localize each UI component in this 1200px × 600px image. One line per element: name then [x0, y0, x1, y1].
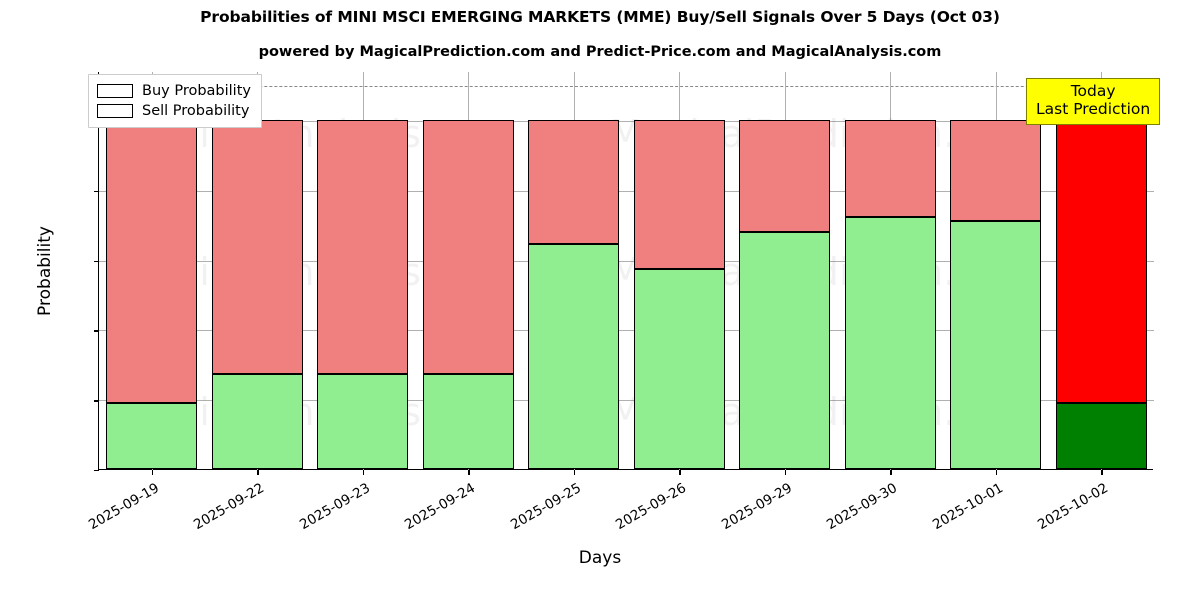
today-annotation: Today Last Prediction: [1026, 78, 1161, 125]
bar-segment-buy[interactable]: [633, 268, 725, 469]
bar-group[interactable]: [317, 71, 409, 469]
bar-segment-buy[interactable]: [317, 373, 409, 469]
bar-segment-buy[interactable]: [106, 403, 198, 469]
bar-segment-sell[interactable]: [844, 119, 936, 217]
bar-segment-sell[interactable]: [422, 119, 514, 374]
legend-item-buy[interactable]: Buy Probability: [97, 81, 251, 101]
bar-group-today[interactable]: [1055, 71, 1147, 469]
bar-segment-buy[interactable]: [844, 216, 936, 469]
x-tick-mark: [257, 470, 259, 475]
legend-swatch-buy: [97, 84, 133, 98]
bar-group[interactable]: [950, 71, 1042, 469]
y-tick-mark: [94, 330, 99, 332]
y-tick-mark: [94, 470, 99, 472]
gridline-horizontal: [99, 120, 1154, 122]
bar-group[interactable]: [633, 71, 725, 469]
bar-group[interactable]: [106, 71, 198, 469]
x-tick-mark: [890, 470, 892, 475]
bar-group[interactable]: [528, 71, 620, 469]
plot-area: MagicalAnalysis.comMagicalPrediction.com…: [35, 71, 1154, 533]
y-tick-mark: [94, 190, 99, 193]
bar-segment-sell[interactable]: [317, 119, 409, 374]
x-tick-label: 2025-09-29: [718, 480, 795, 534]
chart-legend: Buy Probability Sell Probability: [88, 74, 262, 128]
gridline-horizontal: [99, 400, 1154, 402]
legend-swatch-sell: [97, 104, 133, 118]
gridline-horizontal: [99, 260, 1154, 262]
x-tick-mark: [995, 470, 998, 475]
x-tick-label: 2025-09-23: [296, 480, 373, 534]
y-tick-mark: [94, 260, 99, 262]
legend-label-buy: Buy Probability: [142, 83, 251, 99]
x-tick-mark: [784, 470, 787, 475]
gridline-horizontal: [99, 190, 1154, 192]
bar-segment-sell[interactable]: [528, 119, 620, 244]
page-title: Probabilities of MINI MSCI EMERGING MARK…: [200, 8, 1000, 26]
x-tick-mark: [573, 470, 576, 475]
bar-group[interactable]: [211, 71, 303, 469]
bar-segment-sell[interactable]: [950, 119, 1042, 222]
bar-group[interactable]: [739, 71, 831, 469]
legend-item-sell[interactable]: Sell Probability: [97, 101, 251, 121]
x-tick-label: 2025-10-01: [929, 480, 1006, 534]
legend-label-sell: Sell Probability: [142, 103, 250, 119]
y-tick-mark: [94, 400, 99, 402]
x-tick-mark: [468, 470, 470, 475]
x-tick-label: 2025-09-22: [191, 480, 268, 534]
x-axis-label: Days: [578, 548, 622, 568]
reference-dashed-line: [99, 85, 1154, 87]
x-tick-mark: [362, 470, 365, 475]
chart-subtitle: powered by MagicalPrediction.com and Pre…: [258, 44, 942, 60]
gridline-horizontal: [99, 330, 1154, 332]
bar-segment-buy[interactable]: [1055, 403, 1147, 469]
x-tick-label: 2025-09-19: [85, 480, 162, 534]
bar-segment-buy[interactable]: [950, 221, 1042, 469]
bar-segment-buy[interactable]: [739, 231, 831, 469]
bar-segment-sell[interactable]: [106, 119, 198, 404]
x-tick-label: 2025-09-24: [402, 480, 479, 534]
x-tick-label: 2025-09-26: [613, 480, 690, 534]
x-tick-label: 2025-09-30: [824, 480, 901, 534]
bar-segment-sell[interactable]: [211, 119, 303, 374]
today-annotation-line1: Today: [1070, 82, 1116, 100]
x-tick-label: 2025-10-02: [1035, 480, 1112, 534]
bar-segment-buy[interactable]: [211, 373, 303, 469]
bar-group[interactable]: [422, 71, 514, 469]
x-tick-mark: [1101, 470, 1103, 475]
y-axis-label: Probability: [35, 225, 55, 316]
bar-segment-sell[interactable]: [633, 119, 725, 269]
bar-segment-buy[interactable]: [528, 243, 620, 469]
x-tick-mark: [679, 470, 681, 475]
x-tick-label: 2025-09-25: [507, 480, 584, 534]
x-tick-mark: [151, 470, 154, 475]
today-annotation-line2: Last Prediction: [1036, 100, 1151, 119]
bar-segment-buy[interactable]: [422, 373, 514, 469]
bar-segment-sell[interactable]: [1055, 119, 1147, 404]
bar-segment-sell[interactable]: [739, 119, 831, 232]
bar-group[interactable]: [844, 71, 936, 469]
